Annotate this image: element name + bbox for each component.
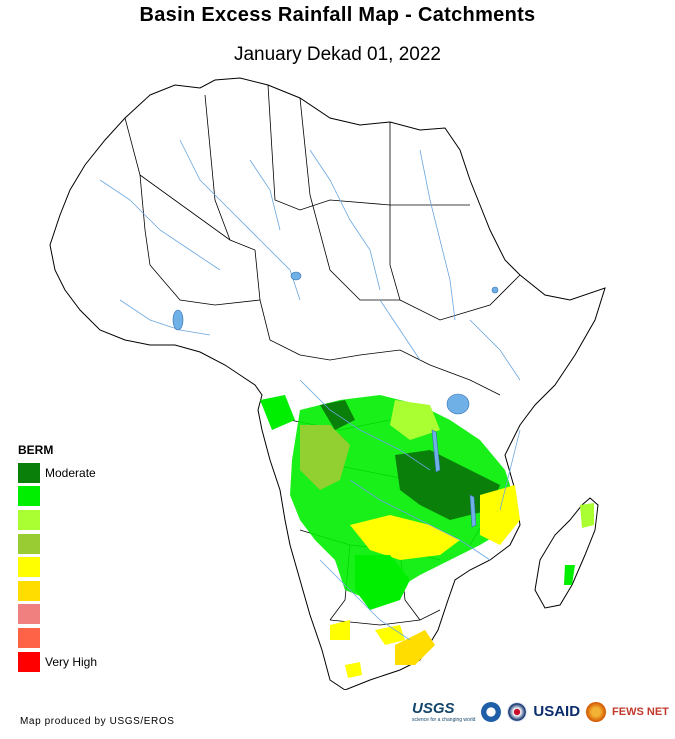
zone-kzn-yellow [395, 630, 435, 665]
legend-item [18, 626, 148, 650]
zone-lime [390, 400, 440, 440]
fews-net-globe-icon [586, 701, 607, 722]
legend-swatch [18, 557, 40, 578]
lake-chad [290, 271, 302, 281]
fews-net-logo-text: FEWS NET [612, 705, 669, 718]
legend-swatch [18, 651, 40, 672]
zone-gabon-green [260, 395, 295, 430]
rainfall-zones [260, 395, 594, 678]
usaid-seal-icon [507, 701, 528, 722]
rivers [99, 139, 521, 641]
legend-item [18, 532, 148, 556]
lake-tanganyika [431, 429, 441, 473]
lakes [172, 271, 499, 528]
legend-item [18, 485, 148, 509]
legend-swatch [18, 509, 40, 530]
legend-swatch [18, 462, 40, 483]
lake-volta [172, 309, 184, 331]
usgs-logo: USGS science for a changing world [412, 700, 475, 723]
noaa-seal-icon [481, 701, 502, 722]
legend-item [18, 555, 148, 579]
usgs-logo-text: USGS [412, 700, 455, 717]
lake-malawi [469, 494, 477, 528]
legend-item [18, 508, 148, 532]
zone-cape-yellow [345, 662, 362, 678]
zone-south-africa-yellow [330, 620, 350, 640]
legend-label: Very High [45, 654, 98, 669]
map-title: Basin Excess Rainfall Map - Catchments [139, 4, 536, 26]
map-subtitle: January Dekad 01, 2022 [233, 44, 442, 65]
usaid-logo-text: USAID [533, 703, 581, 720]
legend-swatch [18, 580, 40, 601]
zone-madagascar-south [564, 565, 575, 585]
legend-swatch [18, 627, 40, 648]
legend-label: Moderate [45, 465, 96, 480]
legend-title: BERM [18, 443, 54, 457]
legend-swatch [18, 533, 40, 554]
legend-item: Very High [18, 650, 148, 674]
map-legend: BERM Moderate Very High [18, 443, 148, 673]
legend-item [18, 579, 148, 603]
zone-yellow-mozambique [480, 485, 520, 545]
zone-madagascar-green [580, 503, 594, 528]
usgs-tagline: science for a changing world [412, 717, 476, 723]
lake-victoria [446, 393, 470, 415]
lake-tana [491, 286, 499, 294]
zone-lesotho-yellow [375, 625, 405, 645]
agency-logos: USGS science for a changing world USAID … [412, 700, 669, 723]
africa-map [49, 77, 606, 690]
legend-swatch [18, 604, 40, 625]
legend-item: Moderate [18, 461, 148, 485]
legend-item [18, 603, 148, 627]
map-credit: Map produced by USGS/EROS [20, 716, 175, 727]
zone-botswana-green [355, 555, 410, 610]
zone-olive [300, 425, 350, 490]
legend-swatch [18, 486, 40, 507]
